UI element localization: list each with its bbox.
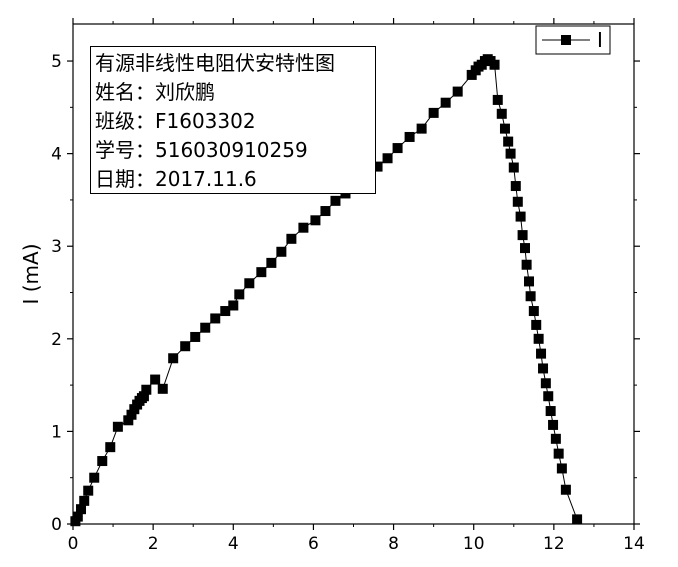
data-point xyxy=(528,306,539,317)
data-point xyxy=(515,211,526,222)
x-tick-label: 6 xyxy=(308,534,319,554)
data-point xyxy=(536,348,547,359)
data-point xyxy=(553,448,564,459)
data-point xyxy=(210,313,221,324)
data-point xyxy=(556,463,567,474)
y-tick-label: 1 xyxy=(51,422,62,442)
data-point xyxy=(157,383,168,394)
data-point xyxy=(572,514,583,525)
data-point xyxy=(112,421,123,432)
x-tick-label: 12 xyxy=(543,534,565,554)
legend-marker xyxy=(561,35,571,45)
x-tick-label: 4 xyxy=(228,534,239,554)
data-point xyxy=(428,107,439,118)
y-tick-label: 0 xyxy=(51,515,62,535)
data-point xyxy=(180,341,191,352)
data-point xyxy=(517,230,528,241)
info-line-title: 有源非线性电阻伏安特性图 xyxy=(95,51,335,75)
data-point xyxy=(138,391,149,402)
data-point xyxy=(512,196,523,207)
data-point xyxy=(228,300,239,311)
data-point xyxy=(256,267,267,278)
data-point xyxy=(266,257,277,268)
data-point xyxy=(560,484,571,495)
data-point xyxy=(520,243,531,254)
data-point xyxy=(524,276,535,287)
data-point xyxy=(79,495,90,506)
data-point xyxy=(150,374,161,385)
x-tick-label: 2 xyxy=(148,534,159,554)
data-point xyxy=(76,504,87,515)
x-tick-label: 14 xyxy=(623,534,645,554)
data-point xyxy=(440,97,451,108)
data-point xyxy=(545,406,556,417)
data-point xyxy=(244,278,255,289)
data-point xyxy=(492,94,503,105)
data-point xyxy=(540,378,551,389)
data-point xyxy=(190,331,201,342)
data-point xyxy=(543,391,554,402)
data-point xyxy=(105,442,116,453)
data-point xyxy=(72,511,83,522)
data-point xyxy=(496,108,507,119)
data-point xyxy=(538,363,549,374)
data-point xyxy=(452,86,463,97)
data-point xyxy=(550,433,561,444)
data-point xyxy=(97,456,108,467)
data-point xyxy=(83,485,94,496)
data-point xyxy=(310,215,321,226)
data-point xyxy=(508,162,519,173)
data-point xyxy=(521,259,532,270)
data-point xyxy=(510,181,521,192)
data-point xyxy=(168,353,179,364)
x-tick-label: 8 xyxy=(388,534,399,554)
data-point xyxy=(89,472,100,483)
y-tick-label: 4 xyxy=(51,145,62,165)
y-tick-label: 2 xyxy=(51,330,62,350)
data-point xyxy=(525,291,536,302)
data-point xyxy=(330,195,341,206)
info-annotation-box: 有源非线性电阻伏安特性图 姓名：刘欣鹏 班级：F1603302 学号：51603… xyxy=(90,46,376,194)
data-point xyxy=(320,206,331,217)
y-tick-label: 5 xyxy=(51,52,62,72)
data-point xyxy=(416,123,427,134)
legend-label: I xyxy=(597,28,603,52)
info-line-student-id: 学号：516030910259 xyxy=(95,138,308,162)
data-point xyxy=(298,222,309,233)
y-tick-label: 3 xyxy=(51,237,62,257)
data-point xyxy=(220,306,231,317)
data-point xyxy=(123,415,134,426)
data-point xyxy=(382,153,393,164)
data-point xyxy=(503,136,514,147)
data-point xyxy=(392,143,403,154)
data-point xyxy=(533,333,544,344)
info-line-name: 姓名：刘欣鹏 xyxy=(95,80,215,104)
data-point xyxy=(505,148,516,159)
data-point xyxy=(489,59,500,70)
info-line-date: 日期：2017.11.6 xyxy=(95,167,257,191)
data-point xyxy=(404,131,415,142)
data-point xyxy=(499,123,510,134)
data-point xyxy=(548,419,559,430)
data-point xyxy=(200,322,211,333)
data-point xyxy=(531,319,542,330)
data-point xyxy=(126,409,137,420)
info-line-class: 班级：F1603302 xyxy=(95,109,256,133)
x-tick-label: 0 xyxy=(68,534,79,554)
y-axis-title: I (mA) xyxy=(19,243,43,304)
data-point xyxy=(286,233,297,244)
data-point xyxy=(372,161,383,172)
data-point xyxy=(234,289,245,300)
data-point xyxy=(276,246,287,257)
data-point xyxy=(141,384,152,395)
x-tick-label: 10 xyxy=(463,534,485,554)
